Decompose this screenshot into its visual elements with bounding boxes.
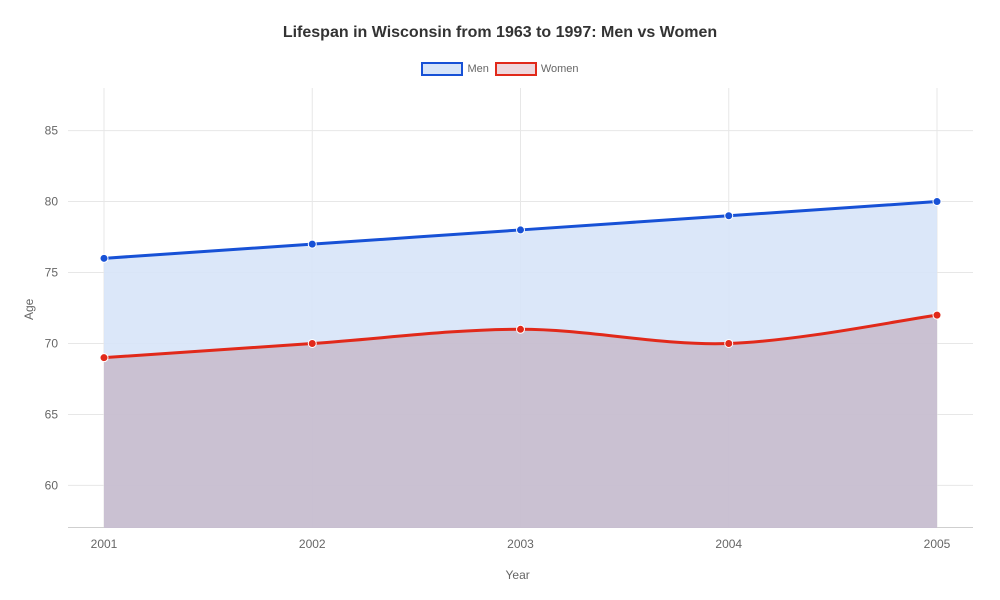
chart-legend: Men Women xyxy=(0,62,1000,76)
chart-title: Lifespan in Wisconsin from 1963 to 1997:… xyxy=(0,24,1000,42)
y-tick-label: 75 xyxy=(45,266,59,280)
y-tick-label: 65 xyxy=(45,407,59,421)
y-axis-label: Age xyxy=(22,299,36,320)
x-tick-label: 2002 xyxy=(299,537,326,551)
data-point-women[interactable] xyxy=(517,325,525,333)
data-point-women[interactable] xyxy=(308,339,316,347)
legend-swatch xyxy=(495,62,537,76)
data-point-women[interactable] xyxy=(933,311,941,319)
y-tick-label: 80 xyxy=(45,195,59,209)
x-axis-label: Year xyxy=(506,568,530,582)
legend-swatch xyxy=(421,62,463,76)
chart-svg: 60657075808520012002200320042005 xyxy=(68,88,973,528)
y-tick-label: 70 xyxy=(45,336,59,350)
data-point-men[interactable] xyxy=(100,254,108,262)
x-tick-label: 2001 xyxy=(91,537,118,551)
plot-area: 60657075808520012002200320042005 xyxy=(68,88,973,528)
data-point-men[interactable] xyxy=(308,240,316,248)
chart-container: Lifespan in Wisconsin from 1963 to 1997:… xyxy=(0,0,1000,600)
data-point-men[interactable] xyxy=(517,226,525,234)
data-point-men[interactable] xyxy=(933,198,941,206)
legend-item-men[interactable]: Men xyxy=(421,62,488,76)
data-point-women[interactable] xyxy=(725,339,733,347)
x-tick-label: 2005 xyxy=(924,537,951,551)
x-tick-label: 2003 xyxy=(507,537,534,551)
data-point-women[interactable] xyxy=(100,354,108,362)
y-tick-label: 85 xyxy=(45,124,59,138)
legend-label: Men xyxy=(467,63,488,75)
legend-item-women[interactable]: Women xyxy=(495,62,579,76)
x-tick-label: 2004 xyxy=(715,537,742,551)
y-tick-label: 60 xyxy=(45,478,59,492)
legend-label: Women xyxy=(541,63,579,75)
data-point-men[interactable] xyxy=(725,212,733,220)
